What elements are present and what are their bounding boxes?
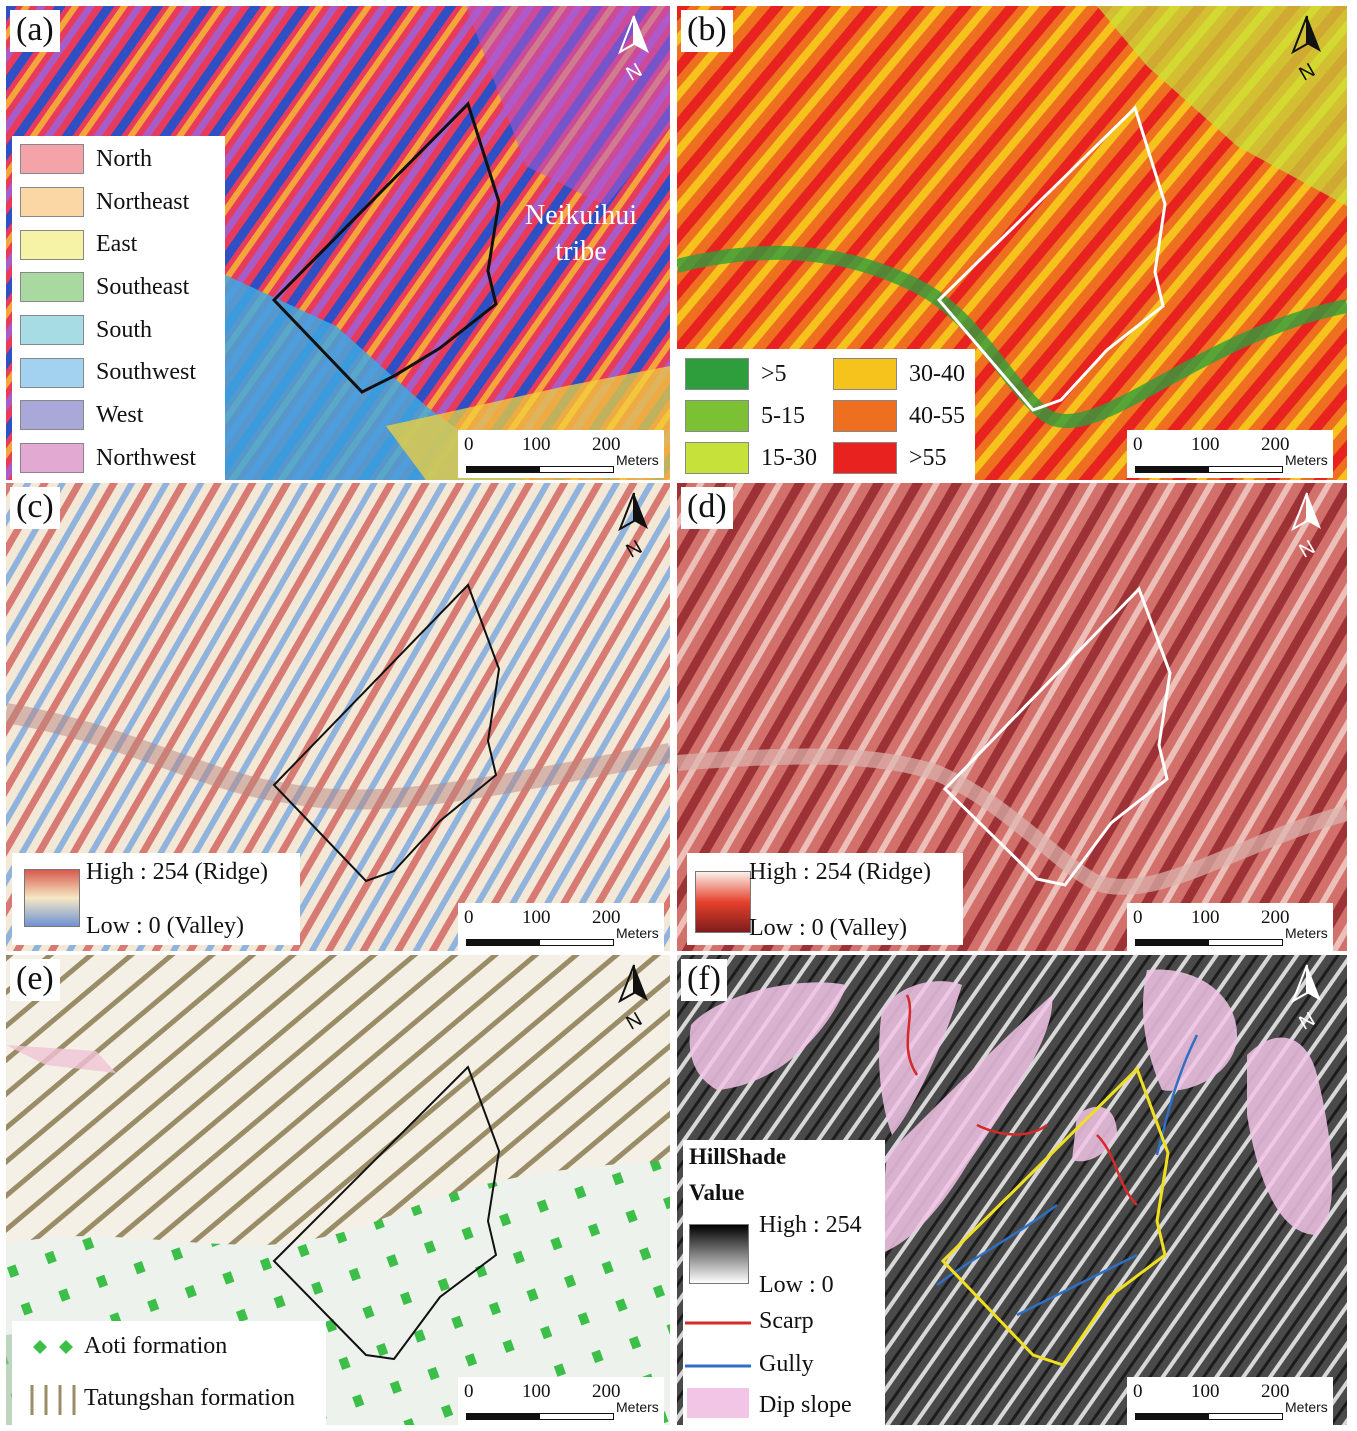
panel-d-ridge-valley-shaded-map: (d) N High : 254 (Ridge) Low : 0 (Valley…: [677, 483, 1347, 951]
panel-c-ridge-valley-map: (c) N High : 254 (Ridge) Low : 0 (Valley…: [6, 483, 670, 951]
panel-label-e: (e): [10, 959, 60, 1001]
scale-bar: 0 100 200 Meters: [1127, 903, 1333, 951]
north-arrow-icon: N: [618, 15, 649, 86]
gully-line: [1155, 1034, 1199, 1156]
gully-line: [1016, 1253, 1138, 1317]
dip-slope-area: [877, 995, 1053, 1255]
slope-legend: >5 30-40 5-15 40-55 15-30 >55: [677, 349, 975, 480]
gully-line-icon: [685, 1364, 751, 1368]
scarp-line-icon: [685, 1321, 751, 1325]
legend-swatch: [685, 358, 749, 390]
study-area-outline: [271, 101, 501, 394]
legend-southwest: Southwest: [20, 351, 225, 394]
svg-text:N: N: [623, 59, 647, 85]
panel-label-a: (a): [10, 10, 60, 52]
scale-bar: 0 100 200 Meters: [458, 430, 664, 478]
panel-b-slope-map: (b) N >5 30-40 5-15 40-55 15-30 >55 0 10…: [677, 6, 1347, 480]
panel-label-d: (d): [681, 487, 733, 529]
legend-west: West: [20, 394, 225, 437]
study-area-outline: [272, 583, 501, 883]
svg-text:N: N: [1296, 536, 1320, 562]
north-arrow-icon: N: [1291, 492, 1321, 563]
gradient-swatch: [695, 871, 751, 933]
dip-slope-area: [879, 981, 962, 1135]
scarp-line: [905, 994, 919, 1076]
ridge-valley-legend: High : 254 (Ridge) Low : 0 (Valley): [12, 853, 300, 945]
north-arrow-icon: N: [1291, 15, 1321, 86]
dip-slope-area: [1247, 1037, 1333, 1235]
geology-legend: Aoti formation Tatungshan formation: [12, 1321, 326, 1425]
study-area-outline: [936, 105, 1167, 412]
study-area-outline: [272, 1065, 501, 1361]
svg-text:N: N: [1296, 1008, 1320, 1034]
legend-south: South: [20, 309, 225, 352]
panel-f-hillshade-map: (f) N HillShade Value High : 254 Low : 0…: [677, 955, 1347, 1425]
legend-northeast: Northeast: [20, 181, 225, 224]
neikuihui-tribe-annotation: Neikuihui tribe: [525, 200, 637, 267]
legend-swatch: [833, 400, 897, 432]
panel-label-f: (f): [681, 959, 727, 1001]
hillshade-gradient-swatch: [689, 1224, 749, 1284]
svg-text:N: N: [623, 1008, 647, 1034]
north-arrow-icon: N: [618, 492, 648, 563]
panel-label-b: (b): [681, 10, 733, 52]
scale-bar: 0 100 200 Meters: [1127, 1377, 1333, 1425]
scale-bar: 0 100 200 Meters: [458, 1377, 664, 1425]
legend-northwest: Northwest: [20, 437, 225, 480]
legend-southeast: Southeast: [20, 266, 225, 309]
panel-label-c: (c): [10, 487, 60, 529]
gradient-swatch: [24, 869, 80, 927]
dip-slope-swatch: [687, 1388, 749, 1418]
legend-title: HillShade Value: [689, 1144, 787, 1205]
dip-slope-area: [689, 982, 847, 1090]
north-arrow-icon: N: [618, 964, 648, 1035]
scarp-line: [1096, 1134, 1138, 1206]
scarp-line: [976, 1123, 1048, 1136]
legend-swatch: [685, 400, 749, 432]
legend-east: East: [20, 223, 225, 266]
svg-text:N: N: [623, 536, 647, 562]
panel-e-geology-map: (e) N Aoti formation Tatungshan formatio…: [6, 955, 670, 1425]
gully-line: [936, 1203, 1058, 1287]
north-arrow-icon: N: [1291, 964, 1321, 1035]
study-area-outline: [942, 586, 1172, 887]
aspect-legend: North Northeast East Southeast South Sou…: [12, 136, 225, 480]
legend-north: North: [20, 138, 225, 181]
study-area-outline: [940, 1066, 1170, 1367]
aoti-symbol-icon: [33, 1340, 73, 1354]
panel-a-aspect-map: (a) N Neikuihui tribe North Northeast Ea…: [6, 6, 670, 480]
ridge-valley-map-image: [6, 483, 670, 951]
svg-text:N: N: [1296, 59, 1320, 85]
scale-bar: 0 100 200 Meters: [458, 903, 664, 951]
legend-swatch: [685, 442, 749, 474]
legend-swatch: [833, 358, 897, 390]
legend-swatch: [833, 442, 897, 474]
hillshade-legend: HillShade Value High : 254 Low : 0 Scarp…: [683, 1140, 885, 1425]
scale-bar: 0 100 200 Meters: [1127, 430, 1333, 478]
dip-slope-area: [1142, 969, 1237, 1091]
ridge-valley-shaded-legend: High : 254 (Ridge) Low : 0 (Valley): [687, 853, 963, 945]
tatungshan-symbol-icon: [30, 1385, 76, 1415]
